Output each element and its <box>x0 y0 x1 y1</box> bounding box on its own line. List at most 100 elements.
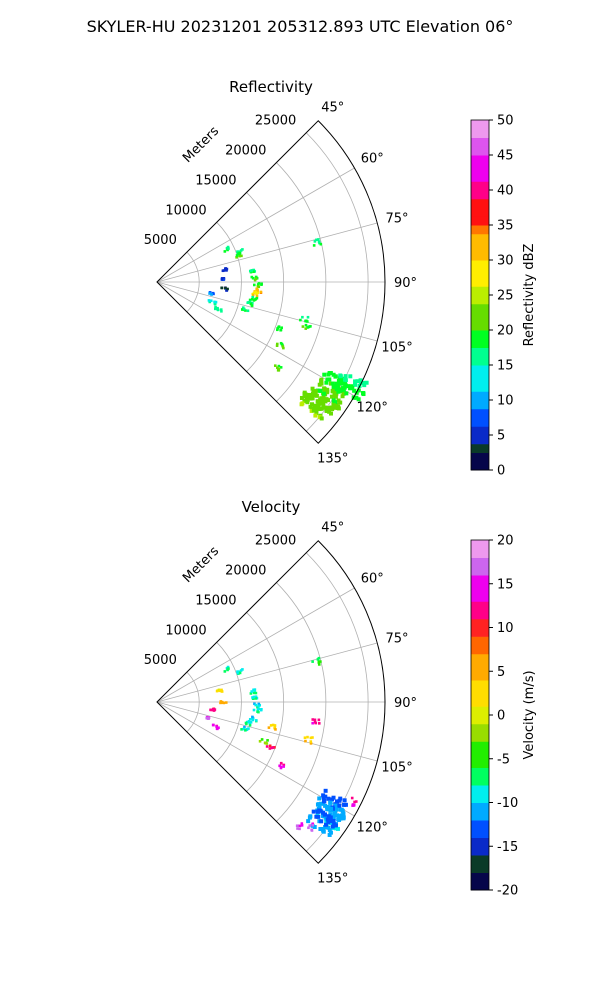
azimuth-tick-label: 120° <box>357 400 388 415</box>
echo-gate <box>274 728 277 731</box>
echo-gate <box>301 315 304 319</box>
echo-gate <box>314 393 319 398</box>
colorbar-band <box>471 155 489 165</box>
radar-echo <box>295 822 304 831</box>
echo-gate <box>300 824 304 827</box>
echo-gate <box>323 825 328 830</box>
echo-gate <box>265 745 269 748</box>
radar-echo <box>240 306 250 313</box>
colorbar-tick-label: -20 <box>497 884 518 899</box>
echo-gate <box>251 301 254 305</box>
echo-gate <box>240 254 243 258</box>
echo-gate <box>282 346 285 350</box>
echo-gate <box>254 719 258 722</box>
radar-echo <box>253 702 261 709</box>
colorbar-band <box>471 391 489 401</box>
echo-gate <box>336 803 341 808</box>
echo-gate <box>333 826 338 831</box>
echo-gate <box>213 307 217 311</box>
echo-gate <box>335 799 340 804</box>
echo-gate <box>328 371 333 376</box>
echo-gate <box>317 796 322 801</box>
echo-gate <box>304 327 308 330</box>
colorbar-band <box>471 776 489 786</box>
echo-gate <box>329 394 334 399</box>
echo-gate <box>310 391 315 396</box>
echo-gate <box>326 372 331 377</box>
echo-gate <box>331 403 336 408</box>
echo-gate <box>319 381 324 386</box>
colorbar-band <box>471 417 489 427</box>
echo-gate <box>300 401 305 406</box>
echo-gate <box>325 807 330 812</box>
colorbar-band <box>471 172 489 182</box>
echo-gate <box>279 766 283 770</box>
echo-gate <box>323 794 328 799</box>
echo-gate <box>221 269 225 273</box>
echo-gate <box>257 704 260 708</box>
echo-gate <box>351 804 354 807</box>
azimuth-gridline <box>156 281 355 397</box>
echo-gate <box>313 413 318 418</box>
colorbar-band <box>471 741 489 751</box>
echo-gate <box>244 728 247 732</box>
echo-gate <box>238 251 242 255</box>
colorbar-band <box>471 557 489 567</box>
echo-gate <box>263 741 267 745</box>
echo-gate <box>328 411 333 416</box>
range-ring <box>216 222 242 342</box>
echo-gate <box>318 241 321 245</box>
echo-gate <box>348 386 353 391</box>
echo-gate <box>342 802 347 807</box>
echo-gate <box>317 661 321 664</box>
echo-gate <box>240 308 244 311</box>
radar-echo <box>220 286 229 292</box>
colorbar-band <box>471 338 489 348</box>
echo-gate <box>309 740 313 743</box>
echo-gate <box>336 387 341 392</box>
echo-gate <box>345 384 350 389</box>
echo-gate <box>205 716 209 720</box>
echo-gate <box>249 692 253 695</box>
echo-gate <box>246 720 249 724</box>
echo-gate <box>259 708 263 712</box>
echo-gate <box>329 806 334 811</box>
azimuth-tick-label: 60° <box>361 572 384 587</box>
colorbar-band <box>471 802 489 812</box>
echo-gate <box>220 277 224 281</box>
echo-gate <box>319 826 324 831</box>
echo-gate <box>242 307 246 311</box>
colorbar-band <box>471 618 489 628</box>
echo-gate <box>302 398 307 403</box>
echo-gate <box>325 398 330 403</box>
echo-gate <box>238 254 241 258</box>
colorbar-tick-label: 15 <box>497 577 514 592</box>
echo-gate <box>254 695 258 698</box>
colorbar-tick-label: 10 <box>497 394 514 409</box>
colorbar-band <box>471 688 489 698</box>
range-ring <box>276 162 327 402</box>
echo-gate <box>354 800 358 803</box>
echo-gate <box>209 299 213 303</box>
colorbar-band <box>471 400 489 410</box>
radar-echo <box>213 306 223 313</box>
colorbar-band <box>471 828 489 838</box>
echo-gate <box>334 381 339 386</box>
echo-gate <box>308 396 313 401</box>
echo-gate <box>317 805 322 810</box>
echo-gate <box>326 814 331 819</box>
echo-gate <box>259 290 263 294</box>
echo-gate <box>341 391 346 396</box>
echo-gate <box>330 381 335 386</box>
echo-gate <box>316 402 321 407</box>
echo-gate <box>295 824 299 828</box>
echo-gate <box>249 302 253 306</box>
echo-gate <box>241 306 245 309</box>
echo-gate <box>311 660 314 663</box>
colorbar-tick-label: 20 <box>497 324 514 339</box>
colorbar-tick-label: 20 <box>497 534 514 549</box>
colorbar-band <box>471 706 489 716</box>
echo-gate <box>312 244 316 247</box>
colorbar-band <box>471 662 489 672</box>
echo-gate <box>300 822 304 825</box>
